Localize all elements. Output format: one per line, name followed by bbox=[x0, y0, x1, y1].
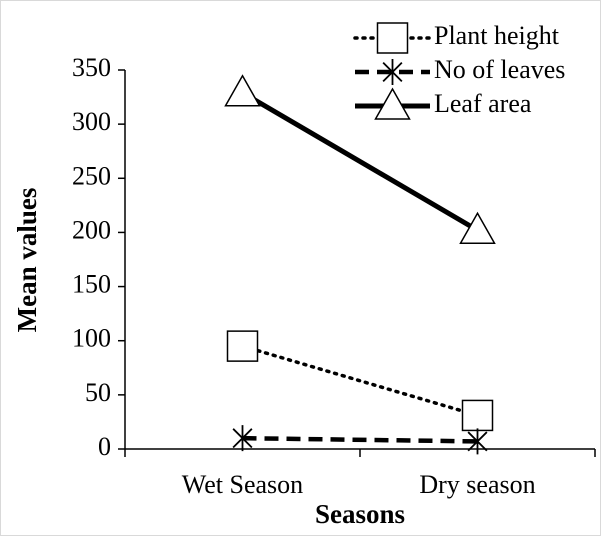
x-axis-label: Seasons bbox=[315, 499, 405, 529]
legend-label: Leaf area bbox=[434, 89, 532, 118]
marker-square bbox=[461, 399, 494, 432]
marker-square bbox=[226, 330, 259, 362]
series-line bbox=[242, 435, 478, 444]
legend-marker bbox=[374, 87, 411, 120]
y-axis-label: Mean values bbox=[12, 188, 42, 333]
y-tick-label: 50 bbox=[85, 378, 111, 407]
y-tick-label: 0 bbox=[98, 432, 111, 461]
y-tick-label: 100 bbox=[72, 324, 111, 353]
legend-label: Plant height bbox=[434, 21, 560, 50]
marker-triangle bbox=[459, 211, 496, 245]
y-tick-label: 300 bbox=[72, 107, 111, 136]
legend-label: No of leaves bbox=[434, 55, 565, 84]
series-line bbox=[240, 344, 480, 418]
x-tick-label: Dry season bbox=[419, 470, 535, 499]
y-tick-label: 200 bbox=[72, 215, 111, 244]
marker-asterisk bbox=[232, 425, 253, 452]
legend-marker bbox=[376, 22, 409, 54]
marker-asterisk bbox=[467, 428, 488, 455]
legend-marker bbox=[382, 59, 403, 85]
y-tick-label: 350 bbox=[72, 53, 111, 82]
marker-triangle bbox=[224, 74, 261, 107]
y-tick-label: 250 bbox=[72, 161, 111, 190]
y-tick-label: 150 bbox=[72, 270, 111, 299]
x-tick-label: Wet Season bbox=[182, 470, 303, 499]
series-line bbox=[241, 90, 479, 233]
